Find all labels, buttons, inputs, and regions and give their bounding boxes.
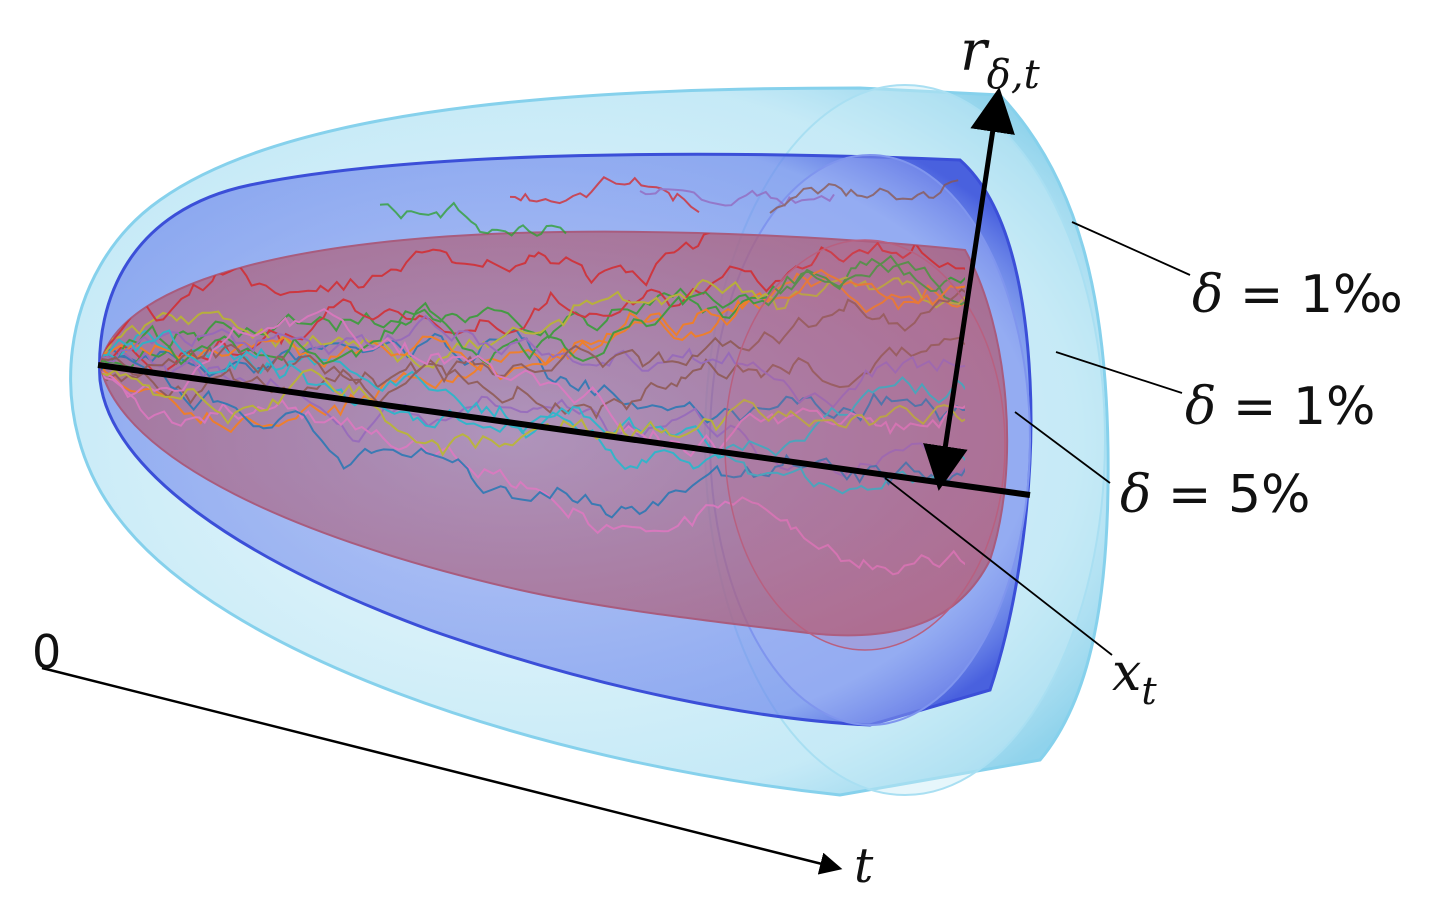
walk-path [100, 282, 965, 405]
radius-label: rδ,t [960, 19, 1041, 98]
leader-line-5percent [1014, 411, 1111, 484]
leader-line-1percent [1055, 351, 1183, 394]
leader-line-mean [884, 477, 1113, 656]
inner-shell-cap [724, 239, 1006, 651]
time-axis-label: t [854, 838, 874, 894]
mean-label: xt [1112, 643, 1157, 713]
outlier-walk-path [509, 176, 700, 214]
label-delta-5percent: δ = 5% [1120, 465, 1310, 525]
walk-path [100, 327, 965, 424]
label-delta-1percent: δ = 1% [1185, 377, 1375, 437]
random-walk-paths [100, 231, 965, 580]
time-axis [41, 666, 843, 875]
radius-arrow [923, 87, 1015, 491]
walk-path [100, 329, 965, 460]
walk-path [100, 368, 965, 457]
outlier-walk-path [379, 201, 567, 237]
origin-label: 0 [32, 625, 61, 679]
walk-path [100, 307, 965, 458]
walk-path [100, 276, 965, 369]
walk-path [100, 257, 965, 369]
leader-line-1permille [1071, 221, 1191, 276]
label-delta-1permille: δ = 1‰ [1192, 265, 1403, 325]
walk-path [100, 332, 965, 420]
outlier-walk-path [639, 188, 835, 208]
inner-shell-body [98, 230, 1009, 637]
walk-path [100, 314, 965, 409]
walk-path [100, 254, 965, 369]
walk-path [100, 231, 965, 358]
mean-axis-line [97, 362, 1031, 498]
walk-path [100, 272, 965, 434]
